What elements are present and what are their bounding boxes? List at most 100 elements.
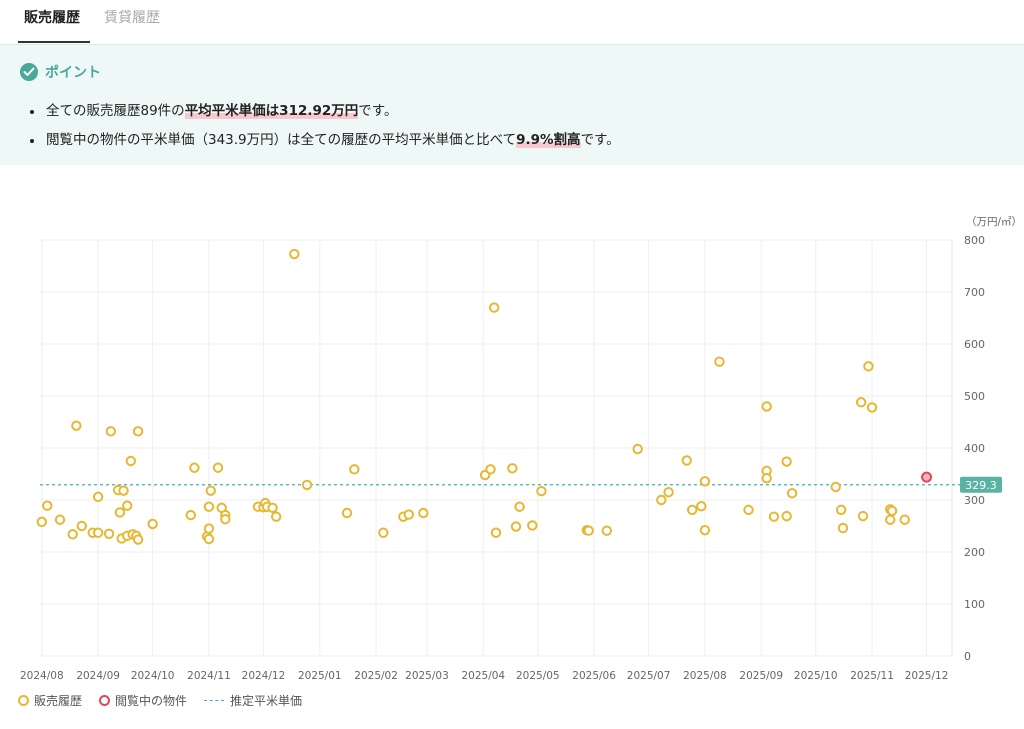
sales-history-point	[114, 507, 126, 518]
y-unit-label: （万円/㎡）	[966, 216, 1022, 228]
sales-history-point	[118, 485, 129, 496]
sales-history-point	[132, 534, 144, 545]
y-tick-label: 600	[964, 338, 985, 351]
sales-history-point	[866, 402, 878, 413]
bullet-text: 閲覧中の物件の平米単価（343.9万円）は全ての履歴の平均平米単価と比べて	[46, 132, 517, 148]
bullet-average-price: 全ての販売履歴89件の平均平米単価は312.92万円です。	[28, 97, 620, 126]
sales-history-point	[857, 510, 869, 522]
x-tick-label: 2024/09	[76, 670, 120, 682]
chart-legend: 販売履歴 閲覧中の物件 推定平米単価	[18, 692, 319, 709]
y-tick-label: 300	[964, 494, 985, 507]
sales-history-point	[510, 521, 522, 532]
x-tick-label: 2025/04	[461, 670, 505, 682]
sales-history-point	[781, 510, 792, 522]
tab-bar: 販売履歴 賃貸履歴	[0, 0, 1024, 45]
estimate-value-badge	[960, 476, 1002, 493]
sales-history-point	[105, 426, 117, 437]
sales-history-point	[656, 494, 667, 506]
sales-history-point	[203, 501, 215, 512]
legend-item-sales[interactable]: 販売履歴	[18, 692, 82, 709]
x-tick-label: 2025/02	[354, 670, 398, 682]
x-tick-label: 2025/05	[516, 670, 560, 682]
sales-history-point	[863, 361, 874, 372]
sales-history-point	[203, 533, 215, 545]
sales-history-point	[205, 485, 216, 496]
sales-history-point	[768, 511, 780, 522]
price-per-sqm-scatter-chart: 0 100 200 300 400 500 600 700 800 2024/08 2024/09 2…	[20, 216, 1022, 682]
sales-history-point	[681, 455, 692, 466]
sales-history-point	[886, 505, 898, 517]
y-tick-label: 500	[964, 390, 985, 403]
point-header: ポイント	[20, 61, 101, 83]
sales-history-point	[301, 479, 313, 491]
sales-history-point	[36, 516, 48, 528]
x-tick-label: 2024/10	[131, 670, 175, 682]
sales-history-point	[122, 500, 133, 511]
x-tick-label: 2025/11	[850, 670, 894, 682]
sales-history-point	[830, 481, 841, 493]
x-tick-label: 2025/10	[794, 670, 838, 682]
sales-history-point	[54, 514, 66, 525]
x-tick-label: 2024/08	[20, 670, 64, 682]
sales-history-point	[663, 487, 674, 498]
sales-history-point	[418, 507, 429, 519]
legend-marker-viewing	[99, 695, 111, 706]
sales-history-point	[42, 500, 53, 511]
tab-rental-history[interactable]: 賃貸履歴	[104, 10, 160, 26]
sales-history-point	[71, 420, 82, 431]
sales-history-point	[583, 525, 594, 536]
x-tick-label: 2024/11	[187, 670, 231, 682]
sales-history-point	[835, 504, 847, 516]
x-tick-label: 2025/09	[739, 670, 783, 682]
sales-history-point	[696, 501, 707, 512]
sales-history-point	[786, 488, 798, 499]
legend-label-sales: 販売履歴	[34, 694, 83, 708]
x-tick-label: 2025/07	[627, 670, 671, 682]
x-tick-label: 2025/06	[572, 670, 616, 682]
sales-history-point	[527, 520, 538, 531]
sales-history-point	[485, 464, 496, 475]
sales-history-point	[687, 504, 698, 516]
sales-history-point	[92, 527, 104, 538]
highlight-percent: 9.9%割高	[516, 132, 581, 148]
sales-history-point	[699, 476, 711, 487]
sales-history-point	[92, 491, 104, 503]
point-bullet-list: 全ての販売履歴89件の平均平米単価は312.92万円です。 閲覧中の物件の平米単…	[28, 97, 620, 155]
legend-label-viewing: 閲覧中の物件	[115, 694, 188, 708]
bullet-text: です。	[358, 103, 398, 119]
viewing-property-point	[921, 471, 933, 483]
x-tick-label: 2025/08	[683, 670, 727, 682]
y-tick-label: 200	[964, 546, 985, 559]
sales-history-point	[185, 509, 196, 521]
y-tick-label: 0	[964, 650, 971, 663]
sales-history-point	[885, 514, 896, 525]
sales-history-point	[488, 302, 500, 313]
legend-item-estimate[interactable]: 推定平米単価	[204, 692, 302, 709]
sales-history-point	[514, 501, 525, 512]
sales-history-point	[289, 248, 300, 260]
tab-sales-history[interactable]: 販売履歴	[24, 10, 80, 26]
sales-history-point	[743, 504, 754, 516]
legend-marker-sales	[18, 695, 29, 706]
sales-history-point	[855, 397, 867, 408]
check-circle-icon	[20, 63, 38, 81]
sales-history-point	[632, 443, 643, 455]
sales-history-point	[125, 455, 137, 467]
sales-history-point	[761, 401, 772, 412]
sales-history-point	[220, 514, 231, 525]
sales-history-point	[536, 485, 547, 497]
sales-history-point	[781, 456, 792, 467]
sales-history-point	[601, 525, 613, 536]
sales-history-point	[714, 356, 725, 367]
x-tick-label: 2025/03	[405, 670, 449, 682]
legend-label-estimate: 推定平米単価	[230, 694, 303, 708]
sales-history-point	[837, 522, 849, 534]
x-tick-label: 2024/12	[242, 670, 286, 682]
sales-history-point	[270, 511, 282, 522]
estimate-value-label: 329.3	[965, 479, 997, 492]
legend-marker-estimate	[204, 700, 225, 701]
bullet-text: 全ての販売履歴89件の	[46, 103, 185, 119]
legend-item-viewing[interactable]: 閲覧中の物件	[99, 692, 187, 709]
sales-history-point	[403, 509, 414, 520]
point-summary-box: ポイント 全ての販売履歴89件の平均平米単価は312.92万円です。 閲覧中の物…	[0, 45, 1024, 165]
